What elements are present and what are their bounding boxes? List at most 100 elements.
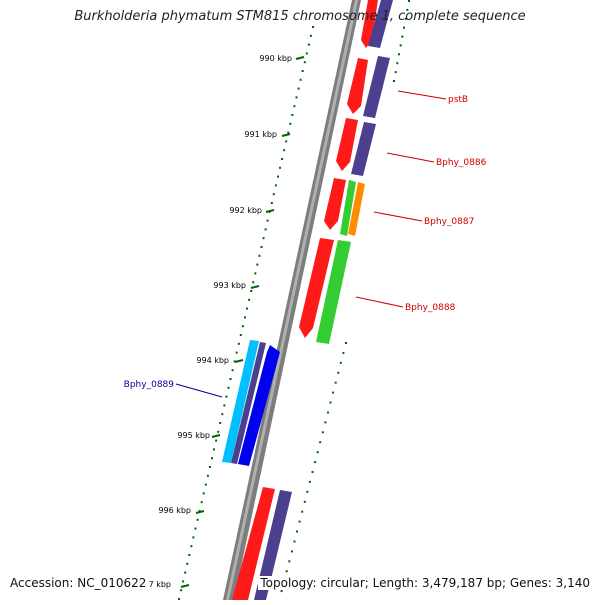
gc-dot [266, 219, 269, 222]
map-title: Burkholderia phymatum STM815 chromosome … [74, 9, 526, 24]
tick-995: 995 kbp [177, 431, 221, 440]
cds-feature[interactable] [232, 487, 275, 600]
gc-dot [303, 500, 306, 503]
gc-dot [337, 371, 340, 374]
leader-line-bphy-0886 [386, 152, 435, 163]
gc-dot [180, 589, 183, 592]
gc-dot [291, 114, 294, 116]
gc-dot [293, 105, 296, 108]
tick-993: 993 kbp [213, 281, 260, 290]
gc-dot [329, 401, 332, 404]
cds-feature[interactable] [324, 178, 346, 230]
tick-label-997: 997 kbp [138, 580, 171, 589]
cog-feature-purple[interactable] [254, 490, 292, 600]
gc-dot [219, 422, 222, 424]
gc-dot [250, 290, 253, 292]
gc-dot [237, 342, 240, 345]
cog-feature-purple[interactable] [231, 342, 266, 464]
gc-dot [398, 53, 400, 56]
gene-label-bphy-0889[interactable]: Bphy_0889 [124, 380, 175, 390]
gc-dot [264, 228, 267, 231]
gc-dot [262, 237, 265, 240]
gc-dot [399, 44, 402, 47]
gc-dot [403, 26, 405, 29]
gc-dot [239, 334, 242, 336]
gc-dot [301, 70, 304, 72]
cds-feature[interactable] [299, 238, 334, 338]
tick-label-994: 994 kbp [196, 356, 229, 365]
gc-dot [244, 316, 246, 319]
tick-992: 992 kbp [229, 206, 275, 215]
gc-dot [296, 530, 298, 533]
chromosome-backbone-highlight [226, 0, 358, 600]
gc-dot [396, 62, 399, 65]
cds-feature[interactable] [361, 0, 378, 48]
cog-feature-green[interactable] [340, 180, 356, 236]
tick-label-993: 993 kbp [213, 281, 246, 290]
gc-dot [314, 461, 317, 464]
gc-dot [256, 263, 259, 266]
gc-dot [225, 395, 228, 398]
gc-dot [307, 43, 310, 46]
gc-dot [252, 281, 255, 284]
gc-dot [204, 483, 207, 486]
gc-dot [206, 474, 209, 477]
gene-label-bphy-0888[interactable]: Bphy_0888 [405, 303, 456, 313]
cds-feature[interactable] [336, 118, 358, 171]
gc-dot [190, 545, 193, 548]
tick-label-990: 990 kbp [259, 54, 292, 63]
gc-dot [299, 78, 302, 81]
gc-dot [182, 580, 185, 583]
gc-dot [316, 451, 319, 454]
gene-label-pstB[interactable]: pstB [448, 95, 468, 105]
gc-dot [279, 166, 281, 169]
gc-dot [309, 34, 312, 37]
gc-dot [301, 510, 304, 513]
gc-dot [233, 360, 236, 363]
gc-dot [393, 80, 395, 82]
tick-label-992: 992 kbp [229, 206, 262, 215]
gc-dot [293, 540, 296, 543]
gene-label-bphy-0887[interactable]: Bphy_0887 [424, 217, 474, 227]
cog-feature-purple[interactable] [363, 56, 390, 118]
gc-dot [254, 272, 257, 275]
gc-dot [277, 175, 279, 178]
gc-dot [188, 554, 191, 556]
gc-dot [311, 471, 314, 473]
gc-dot [272, 193, 275, 196]
cds-reverse-feature[interactable] [238, 345, 280, 466]
cog-feature-purple[interactable] [368, 0, 393, 48]
gc-dot [258, 254, 261, 257]
gc-dot [298, 520, 301, 523]
gc-dot [306, 490, 309, 493]
tick-994: 994 kbp [196, 356, 244, 365]
gc-dot [287, 131, 290, 134]
tick-996: 996 kbp [158, 506, 205, 515]
accession-label: Accession: NC_010622 [8, 576, 149, 590]
gc-dot [281, 158, 284, 160]
gc-dot [285, 140, 288, 143]
gc-dot [401, 35, 404, 38]
gc-dot [319, 441, 322, 444]
gc-dot [184, 571, 187, 574]
gene-label-bphy-0886[interactable]: Bphy_0886 [436, 158, 487, 168]
gc-dot [215, 439, 218, 442]
gc-dot [211, 457, 213, 460]
cog-feature-purple[interactable] [351, 122, 376, 176]
gc-skew-dots [178, 0, 410, 602]
tick-label-991: 991 kbp [244, 130, 277, 139]
cog-feature-green[interactable] [316, 240, 351, 344]
gc-dot [327, 411, 329, 414]
gc-dot [192, 536, 195, 539]
cog-feature-cyan[interactable] [222, 340, 259, 463]
gc-dot [178, 598, 180, 600]
tick-997: 997 kbp [138, 580, 190, 589]
gc-dot [221, 413, 224, 416]
tick-label-995: 995 kbp [177, 431, 210, 440]
gc-dot [186, 562, 189, 565]
cds-feature[interactable] [347, 58, 368, 114]
gc-dot [345, 342, 347, 344]
gc-dot [208, 466, 211, 468]
cog-feature-orange[interactable] [348, 182, 365, 236]
